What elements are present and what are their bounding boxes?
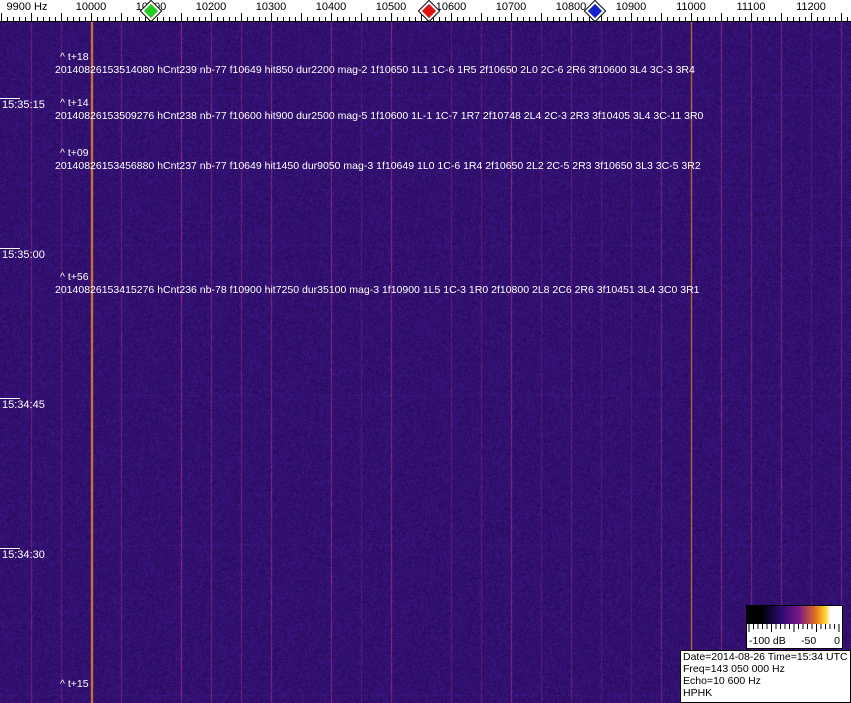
frequency-axis: 9900 Hz100001010010200103001040010500106… — [0, 0, 851, 22]
time-label: 15:35:00 — [2, 249, 45, 261]
colorbar-label-min: -100 dB — [749, 635, 786, 647]
axis-ticks — [0, 13, 851, 22]
waterfall-display[interactable] — [0, 22, 851, 703]
freq-label: 10000 — [75, 1, 107, 13]
colorbar-gradient — [747, 606, 842, 624]
colorbar-label-mid: -50 — [801, 635, 817, 647]
annotation-tag: ^ t+09 — [60, 147, 89, 159]
info-box: Date=2014-08-26 Time=15:34 UTC Freq=143 … — [680, 650, 851, 703]
annotation-tag: ^ t+15 — [60, 678, 89, 690]
freq-label: 9900 Hz — [6, 1, 48, 13]
freq-label: 10200 — [195, 1, 227, 13]
colorbar-ticks — [748, 624, 840, 632]
freq-label: 10400 — [315, 1, 347, 13]
time-label: 15:34:45 — [2, 399, 45, 411]
freq-label: 10600 — [435, 1, 467, 13]
freq-label: 11200 — [796, 1, 826, 13]
time-label: 15:35:15 — [2, 99, 45, 111]
freq-label: 10300 — [255, 1, 287, 13]
freq-label: 10500 — [375, 1, 407, 13]
colorbar-label-max: 0 — [834, 635, 840, 647]
info-station: HPHK — [683, 687, 713, 699]
detection-annotation: 20140826153509276 hCnt238 nb-77 f10600 h… — [55, 110, 704, 122]
detection-annotation: 20140826153456880 hCnt237 nb-77 f10649 h… — [55, 160, 701, 172]
time-tick — [0, 248, 20, 249]
freq-label: 11000 — [676, 1, 706, 13]
detection-annotation: 20140826153514080 hCnt239 nb-77 f10649 h… — [55, 64, 695, 76]
freq-label: 11100 — [736, 1, 766, 13]
annotation-tag: ^ t+14 — [60, 97, 89, 109]
freq-label: 10800 — [555, 1, 587, 13]
annotation-tag: ^ t+18 — [60, 51, 89, 63]
info-freq: Freq=143 050 000 Hz — [683, 663, 785, 675]
time-tick — [0, 548, 20, 549]
annotation-tag: ^ t+56 — [60, 271, 89, 283]
time-tick — [0, 98, 20, 99]
freq-label: 10900 — [615, 1, 647, 13]
colorbar-legend: -100 dB -50 0 — [746, 605, 843, 649]
info-date: Date=2014-08-26 Time=15:34 UTC — [683, 651, 848, 663]
time-tick — [0, 398, 20, 399]
detection-annotation: 20140826153415276 hCnt236 nb-78 f10900 h… — [55, 284, 700, 296]
info-echo: Echo=10 600 Hz — [683, 675, 761, 687]
freq-label: 10700 — [495, 1, 527, 13]
time-label: 15:34:30 — [2, 549, 45, 561]
